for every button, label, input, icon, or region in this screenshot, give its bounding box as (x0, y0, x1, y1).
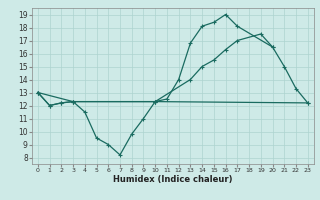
X-axis label: Humidex (Indice chaleur): Humidex (Indice chaleur) (113, 175, 233, 184)
